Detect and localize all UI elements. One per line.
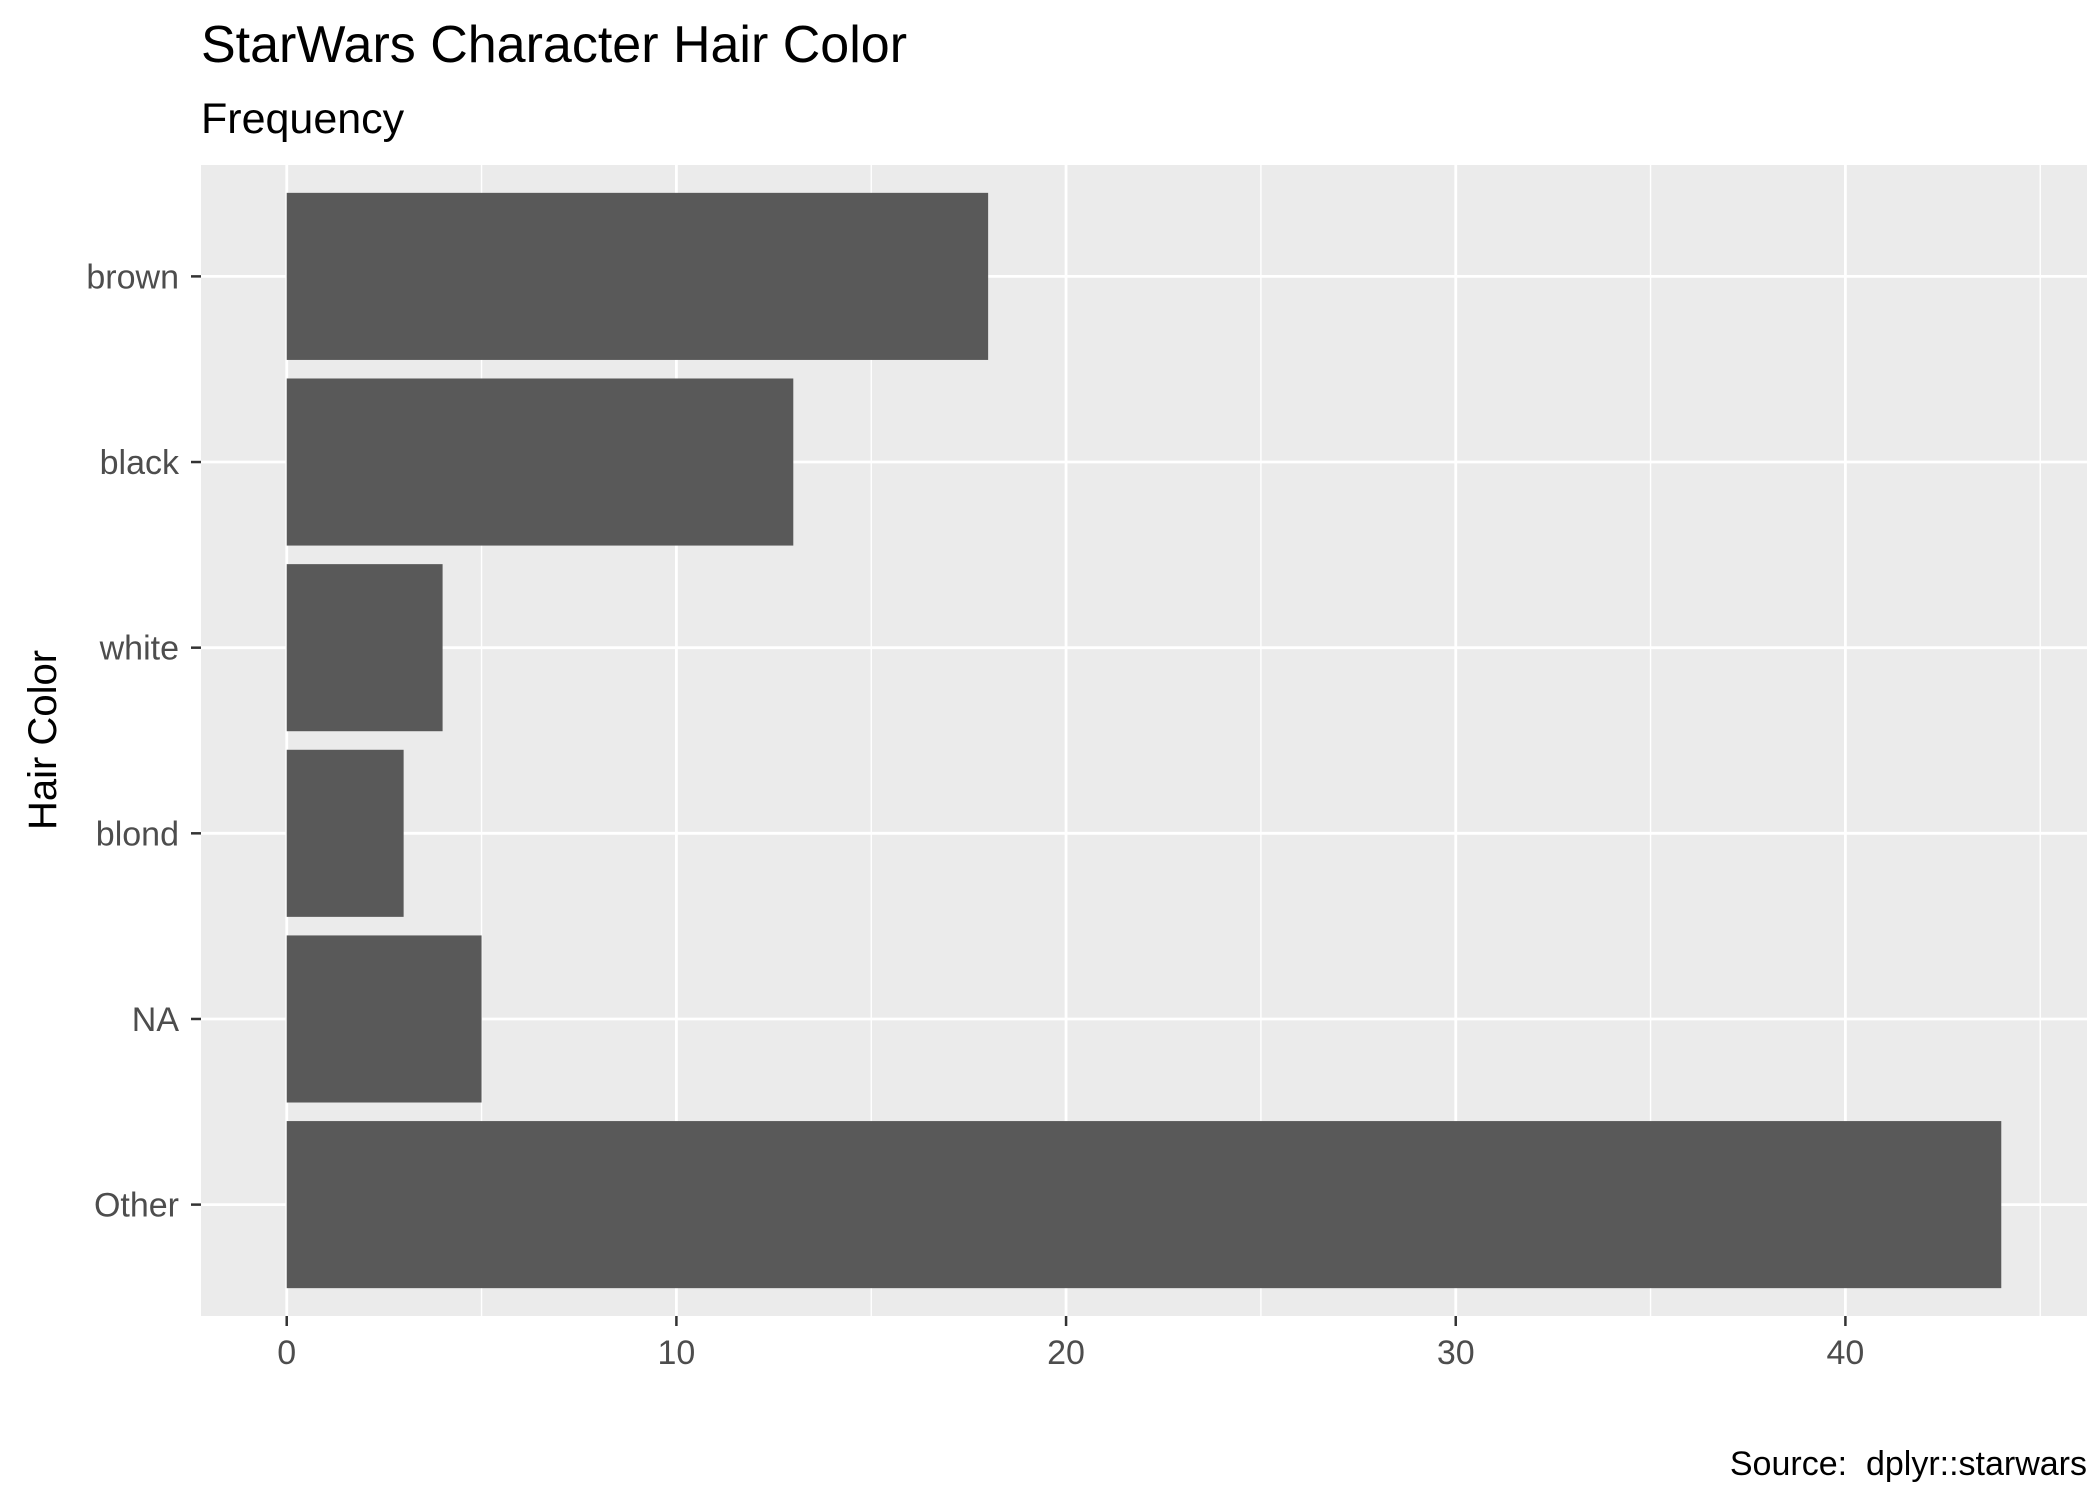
bars [286, 192, 2002, 1289]
x-tick-label: 30 [1437, 1334, 1475, 1372]
y-tick-label: blond [96, 815, 179, 853]
y-tick-label: Other [94, 1187, 179, 1225]
y-tick-label: black [100, 444, 180, 482]
chart-caption: Source: dplyr::starwars [1730, 1445, 2087, 1483]
x-tick-label: 20 [1047, 1334, 1085, 1372]
plot-area [201, 165, 2087, 1316]
bar-black [286, 378, 794, 546]
bar-white [286, 564, 443, 732]
bar-NA [286, 935, 482, 1103]
bar-blond [286, 749, 404, 917]
y-tick-label: NA [132, 1001, 180, 1039]
y-axis-title: Hair Color [21, 650, 65, 830]
chart-subtitle: Frequency [201, 95, 405, 143]
x-tick-label: 10 [657, 1334, 695, 1372]
x-tick-label: 40 [1826, 1334, 1864, 1372]
y-tick-label: brown [86, 258, 179, 296]
bar-brown [286, 192, 989, 360]
chart-title: StarWars Character Hair Color [201, 16, 907, 74]
bar-Other [286, 1121, 2002, 1289]
y-tick-label: white [99, 630, 179, 668]
x-tick-label: 0 [277, 1334, 296, 1372]
y-axis: brown black white blond NA Other [86, 258, 201, 1225]
x-axis: 0 10 20 30 40 [277, 1316, 1864, 1372]
